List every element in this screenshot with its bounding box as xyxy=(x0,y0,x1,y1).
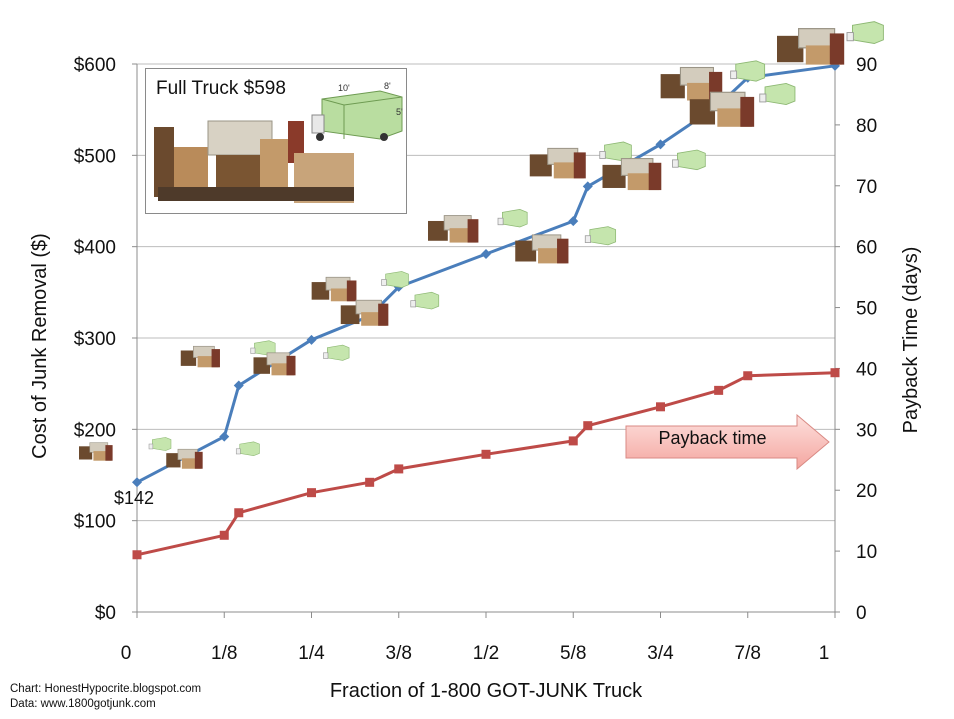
right-tick-label: 50 xyxy=(856,299,877,320)
credit-chart: Chart: HonestHypocrite.blogspot.com xyxy=(10,683,202,695)
junk-pile-icon xyxy=(428,215,479,243)
cost-point xyxy=(481,248,491,259)
x-tick-label: 7/8 xyxy=(735,643,761,664)
x-tick-label: 1/4 xyxy=(298,643,325,664)
cost-point xyxy=(219,431,230,442)
payback-point xyxy=(481,449,491,459)
junk-pile-icon xyxy=(602,158,662,191)
left-tick-label: $300 xyxy=(74,329,116,350)
x-tick-label: 5/8 xyxy=(560,643,586,664)
axes: $0$100$200$300$400$500$60001020304050607… xyxy=(74,55,877,664)
junk-pile-icon xyxy=(515,234,569,264)
truck-volume-icon xyxy=(584,226,617,246)
junk-pile-icon xyxy=(340,299,389,326)
right-tick-label: 80 xyxy=(856,116,877,137)
right-tick-label: 0 xyxy=(856,603,867,624)
payback-point xyxy=(219,530,229,540)
truck-volume-icon xyxy=(497,209,528,228)
payback-point xyxy=(830,368,840,378)
right-tick-label: 30 xyxy=(856,420,877,441)
truck-volume-icon xyxy=(730,60,766,82)
x-tick-label: 3/8 xyxy=(386,643,412,664)
cost-point xyxy=(655,139,666,150)
right-axis-title: Payback Time (days) xyxy=(900,247,922,434)
left-tick-label: $0 xyxy=(95,603,116,624)
payback-point xyxy=(656,402,665,412)
truck-volume-icon xyxy=(381,271,409,288)
right-tick-label: 10 xyxy=(856,542,877,563)
junk-pile-icon xyxy=(166,448,203,469)
payback-point xyxy=(714,385,724,395)
left-axis-title: Cost of Junk Removal ($) xyxy=(29,233,51,459)
junk-pile-icon xyxy=(180,345,220,368)
truck-dim-length: 10' xyxy=(338,83,350,93)
cost-point xyxy=(582,181,593,192)
payback-point xyxy=(132,550,142,560)
left-tick-label: $100 xyxy=(74,512,116,533)
left-tick-label: $500 xyxy=(74,146,116,167)
junk-pile-icon xyxy=(529,147,586,179)
callout-arrow xyxy=(625,414,830,470)
truck-illustration: 10' 8' 5' xyxy=(154,81,403,203)
truck-volume-icon xyxy=(323,344,350,361)
payback-point xyxy=(583,421,593,431)
right-tick-label: 90 xyxy=(856,55,877,76)
right-tick-label: 20 xyxy=(856,481,877,502)
truck-box-icon: 10' 8' 5' xyxy=(311,81,403,141)
payback-point xyxy=(568,436,578,446)
credit-data: Data: www.1800gotjunk.com xyxy=(10,698,156,710)
junk-illustrations xyxy=(79,21,884,469)
x-tick-label: 1 xyxy=(819,643,830,664)
left-tick-label: $400 xyxy=(74,238,116,259)
x-axis-title: Fraction of 1-800 GOT-JUNK Truck xyxy=(330,680,643,702)
left-tick-label: $200 xyxy=(74,420,116,441)
payback-point xyxy=(365,477,375,487)
payback-point xyxy=(234,508,244,518)
payback-point xyxy=(307,488,316,498)
truck-volume-icon xyxy=(846,21,884,44)
truck-volume-icon xyxy=(410,291,440,310)
truck-volume-icon xyxy=(148,437,172,451)
cost-point xyxy=(306,334,317,345)
truck-dim-width: 8' xyxy=(384,81,391,91)
right-tick-label: 40 xyxy=(856,359,877,380)
junk-pile-icon xyxy=(253,352,296,376)
start-value-label: $142 xyxy=(114,488,154,508)
junk-pile-icon xyxy=(311,276,357,302)
x-tick-label: 1/8 xyxy=(211,643,237,664)
junk-pile-icon xyxy=(777,28,845,65)
callout-label: Payback time xyxy=(658,428,767,448)
truck-volume-icon xyxy=(759,83,796,106)
truck-volume-icon xyxy=(235,441,260,457)
payback-callout: Payback time xyxy=(625,414,831,470)
truck-dim-height: 5' xyxy=(396,107,403,117)
inset-title: Full Truck $598 xyxy=(156,78,286,99)
x-tick-label: 3/4 xyxy=(647,643,674,664)
truck-volume-icon xyxy=(599,141,632,162)
payback-point xyxy=(743,371,753,381)
junk-pile-icon xyxy=(79,442,113,461)
junk-pile-icon xyxy=(689,91,755,127)
x-tick-label: 1/2 xyxy=(473,643,499,664)
cost-point xyxy=(568,216,579,227)
x-tick-label: 0 xyxy=(121,643,132,664)
left-tick-label: $600 xyxy=(74,55,116,76)
cost-point xyxy=(233,380,244,391)
payback-point xyxy=(394,464,404,474)
truck-volume-icon xyxy=(250,340,276,356)
truck-volume-icon xyxy=(672,149,706,171)
junk-pile-icon xyxy=(154,120,354,203)
cost-point xyxy=(132,477,142,488)
right-tick-label: 70 xyxy=(856,177,877,198)
right-tick-label: 60 xyxy=(856,238,877,259)
full-truck-inset: Full Truck $598 10' 8' 5' xyxy=(145,68,407,214)
